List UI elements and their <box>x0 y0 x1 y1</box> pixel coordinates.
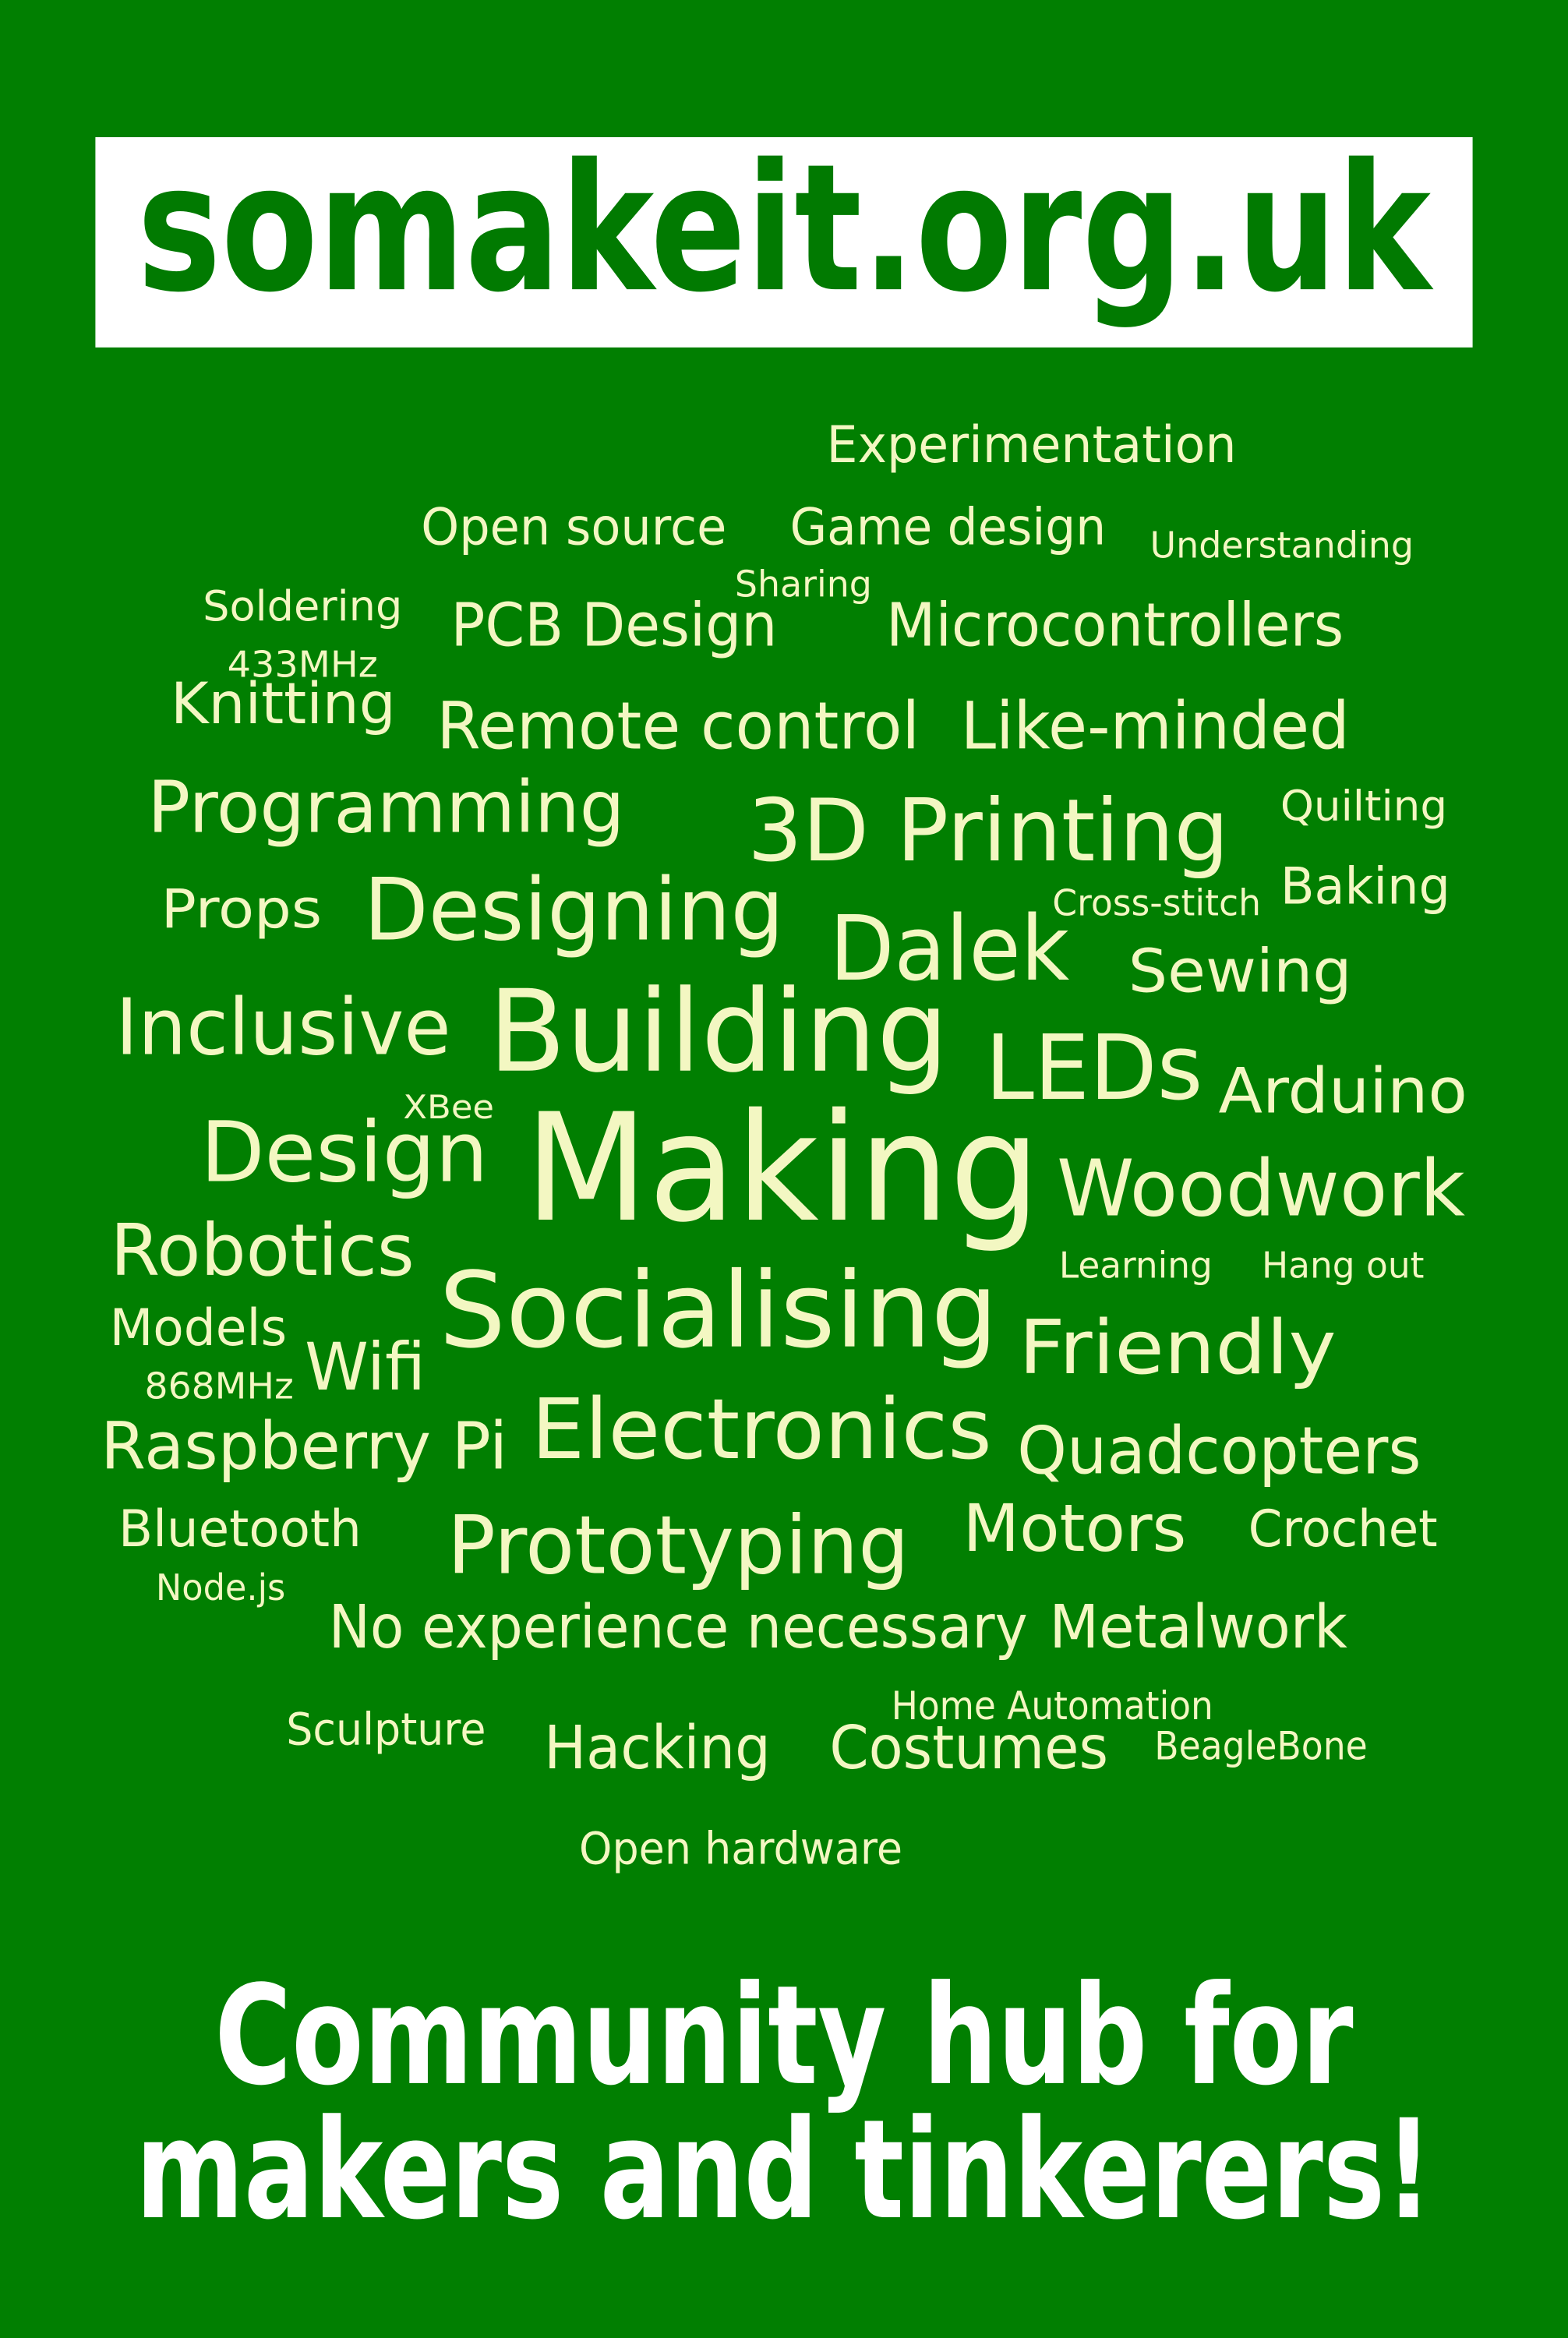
cloud-word: Node.js <box>156 1566 285 1609</box>
cloud-word: Remote control <box>436 687 920 764</box>
cloud-word: No experience necessary <box>329 1593 1028 1662</box>
cloud-word: Understanding <box>1150 524 1414 567</box>
tagline: makers and tinkerers! <box>136 2090 1432 2250</box>
cloud-word: Bluetooth <box>118 1500 362 1559</box>
cloud-word: Learning <box>1059 1245 1213 1287</box>
cloud-word: Raspberry Pi <box>101 1408 507 1485</box>
cloud-word: Models <box>110 1299 288 1358</box>
cloud-word: Costumes <box>829 1714 1108 1783</box>
cloud-word: Robotics <box>111 1209 415 1292</box>
cloud-word: Quilting <box>1280 781 1447 830</box>
cloud-word: Game design <box>790 498 1106 556</box>
cloud-word: Design <box>200 1104 488 1201</box>
cloud-word: BeagleBone <box>1154 1724 1367 1769</box>
cloud-word: Hang out <box>1262 1245 1424 1287</box>
header-box <box>95 137 1473 348</box>
tagline: Community hub for <box>214 1956 1353 2116</box>
cloud-word: Designing <box>364 860 784 960</box>
cloud-word: Building <box>488 966 948 1098</box>
site-title: somakeit.org.uk <box>137 126 1434 331</box>
cloud-word: Metalwork <box>1049 1593 1347 1662</box>
cloud-word: PCB Design <box>451 591 778 660</box>
cloud-word: Sharing <box>735 563 872 605</box>
cloud-word: Knitting <box>171 672 396 737</box>
cloud-word: Soldering <box>203 581 402 630</box>
cloud-word: XBee <box>403 1088 494 1126</box>
cloud-word: Open source <box>421 498 726 556</box>
cloud-word: 3D Printing <box>747 781 1229 881</box>
cloud-word: Woodwork <box>1057 1144 1465 1234</box>
cloud-word: Making <box>524 1082 1040 1256</box>
cloud-word: Crochet <box>1248 1500 1438 1559</box>
cloud-word: Like-minded <box>961 687 1350 764</box>
cloud-word: Quadcopters <box>1017 1412 1421 1489</box>
cloud-word: Friendly <box>1019 1304 1336 1391</box>
cloud-word: Cross-stitch <box>1052 882 1261 924</box>
cloud-word: Microcontrollers <box>886 591 1344 660</box>
cloud-word: 433MHz <box>228 644 378 686</box>
cloud-word: Hacking <box>544 1714 771 1783</box>
cloud-word: Experimentation <box>827 416 1237 475</box>
cloud-word: Baking <box>1280 857 1450 916</box>
cloud-word: Prototyping <box>447 1499 909 1592</box>
cloud-word: LEDs <box>985 1016 1202 1121</box>
cloud-word: Sewing <box>1128 937 1352 1006</box>
cloud-word: Programming <box>147 766 624 849</box>
cloud-word: Sculpture <box>286 1704 486 1756</box>
cloud-word: Inclusive <box>115 984 450 1073</box>
cloud-word: Props <box>161 878 323 941</box>
cloud-word: Wifi <box>305 1329 426 1405</box>
cloud-word: Electronics <box>531 1382 992 1478</box>
cloud-word: Home Automation <box>892 1683 1213 1729</box>
cloud-word: 868MHz <box>145 1365 294 1407</box>
cloud-word: Open hardware <box>579 1823 902 1875</box>
cloud-word: Dalek <box>829 897 1069 1001</box>
cloud-word: Socialising <box>439 1250 998 1372</box>
cloud-word: Arduino <box>1219 1054 1467 1127</box>
cloud-word: Motors <box>963 1490 1187 1566</box>
